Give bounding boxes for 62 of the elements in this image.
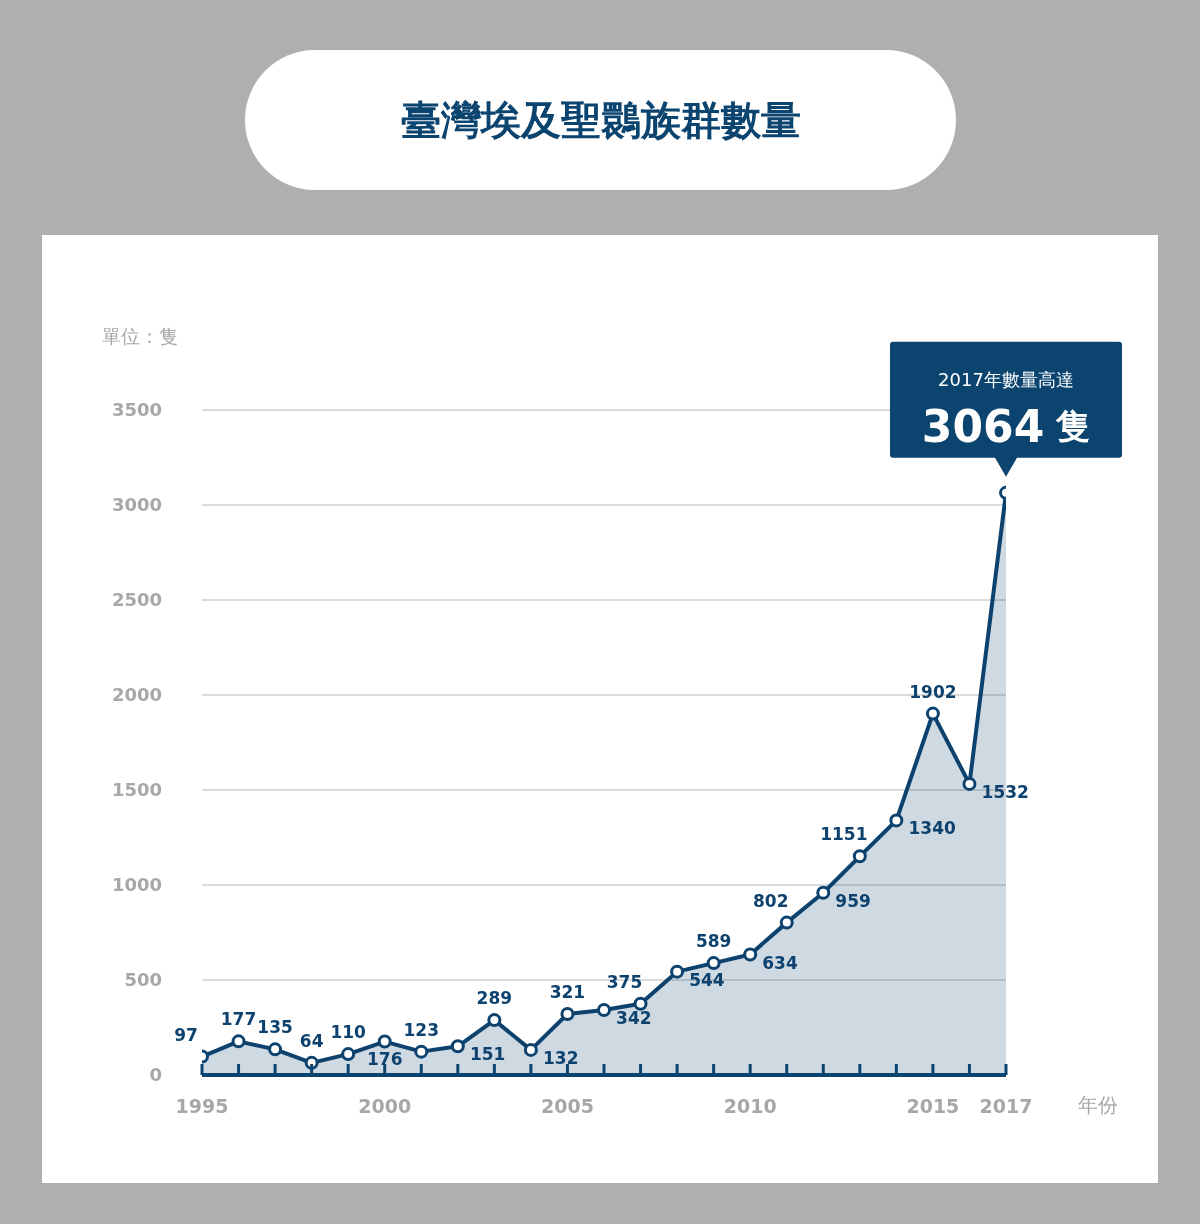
data-label: 3064 隻 [921, 400, 1091, 452]
data-label: 110 [330, 1022, 367, 1043]
x-tick-label: 2010 [723, 1095, 777, 1117]
y-tick-label: 2500 [111, 589, 162, 611]
x-tick-label: 2017 [979, 1095, 1033, 1117]
data-label: 123 [403, 1019, 440, 1040]
x-tick-label: 2005 [541, 1095, 594, 1117]
text: 2017年數量高達 [938, 369, 1074, 391]
point [377, 1034, 392, 1049]
data-label: 1340 [908, 818, 956, 839]
y-tick-label: 2000 [111, 684, 162, 706]
point [925, 706, 940, 721]
x-tick-label: 1995 [175, 1095, 229, 1117]
y-tick-label: 1000 [111, 874, 162, 896]
data-label: 1532 [981, 781, 1029, 802]
y-tick-label: 3000 [111, 494, 162, 516]
y-tick-label: 3500 [111, 399, 162, 421]
point [597, 1003, 611, 1018]
point [889, 813, 904, 828]
data-label: 802 [752, 890, 789, 911]
chart-title: 臺灣埃及聖䴉族群數量 [400, 95, 801, 145]
data-label: 176 [366, 1048, 403, 1069]
y-tick-label: 500 [124, 969, 162, 991]
data-label: 375 [606, 971, 643, 992]
point [414, 1044, 429, 1059]
point [450, 1039, 465, 1054]
point [670, 964, 685, 979]
data-label: 132 [543, 1047, 579, 1068]
data-label: 634 [762, 952, 798, 973]
point [304, 1055, 319, 1070]
data-label: 1151 [820, 824, 868, 845]
point [560, 1007, 575, 1022]
x-axis-title: 年份 [1078, 1093, 1118, 1118]
point [268, 1042, 283, 1057]
data-label: 135 [257, 1017, 293, 1038]
data-label: 342 [616, 1008, 652, 1029]
point [706, 956, 721, 971]
data-label: 97 [174, 1024, 198, 1045]
data-label: 1902 [909, 681, 957, 702]
data-label: 544 [689, 969, 725, 990]
data-label: 289 [476, 988, 513, 1009]
y-axis-title: 單位：隻 [102, 325, 178, 347]
point [779, 915, 794, 930]
point [962, 776, 977, 791]
y-tick-label: 1500 [111, 779, 162, 801]
data-label: 321 [549, 982, 586, 1003]
point [341, 1047, 356, 1062]
point [523, 1042, 538, 1057]
point [633, 996, 648, 1011]
x-tick-label: 2015 [906, 1095, 960, 1117]
point [852, 849, 867, 864]
data-label: 64 [299, 1030, 324, 1051]
data-label: 959 [835, 890, 871, 911]
y-tick-label: 0 [149, 1064, 162, 1086]
point [231, 1034, 246, 1049]
data-label: 589 [695, 931, 732, 952]
data-label: 177 [220, 1009, 257, 1030]
data-label: 151 [469, 1044, 506, 1065]
x-tick-label: 2000 [358, 1095, 412, 1117]
point [487, 1013, 502, 1028]
point [816, 885, 831, 900]
point [743, 947, 758, 962]
